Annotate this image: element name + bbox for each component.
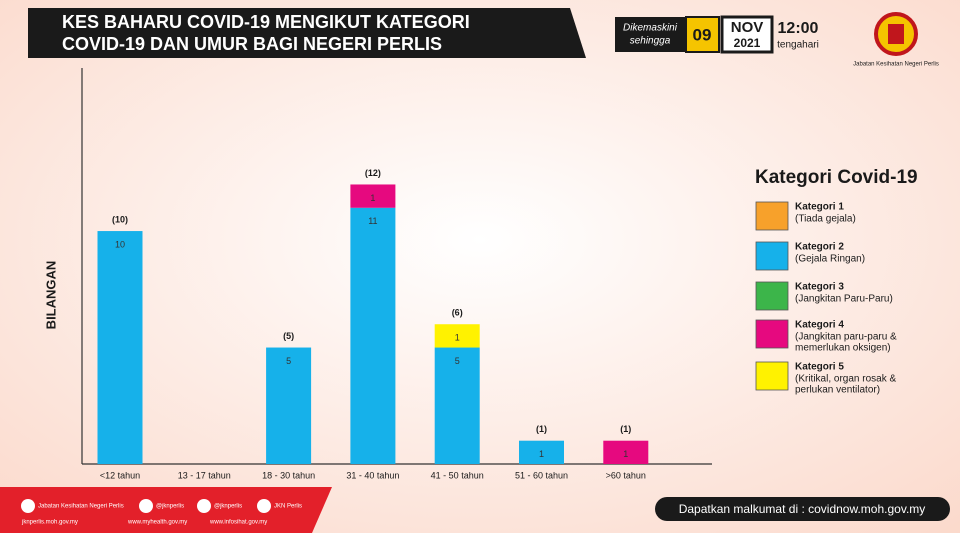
- day: 09: [693, 25, 712, 44]
- social-handle: JKN Perlis: [274, 504, 302, 510]
- legend-description: (Gejala Ringan): [795, 254, 865, 265]
- legend-title: Kategori Covid-19: [755, 167, 918, 188]
- total-label: (6): [452, 308, 463, 318]
- time-note: tengahari: [777, 40, 819, 51]
- legend-swatch: [755, 241, 789, 271]
- updated-text: Dikemaskini: [623, 23, 678, 34]
- footer-banner: [0, 487, 332, 533]
- total-label: (5): [283, 331, 294, 341]
- logo-text: Jabatan Kesihatan Negeri Perlis: [853, 62, 939, 68]
- logo-shield: [888, 24, 904, 44]
- updated-text: sehingga: [630, 36, 671, 47]
- legend-swatch: [755, 319, 789, 349]
- year: 2021: [734, 36, 761, 50]
- month-box: [720, 15, 774, 54]
- x-tick-label: 31 - 40 tahun: [346, 470, 399, 480]
- total-label: (12): [365, 168, 381, 178]
- x-tick-label: 51 - 60 tahun: [515, 470, 568, 480]
- info-text: Dapatkan malkumat di : covidnow.moh.gov.…: [679, 502, 926, 516]
- legend-label: Kategori 2: [795, 242, 844, 253]
- x-tick-label: >60 tahun: [606, 470, 646, 480]
- bar-segment: [97, 231, 143, 464]
- social-handle: @jknperlis: [214, 504, 242, 510]
- footer-url: www.myhealth.gov.my: [127, 520, 187, 526]
- legend-description: (Kritikal, organ rosak &: [795, 374, 896, 385]
- bar-segment: [603, 440, 649, 464]
- total-label: (1): [620, 424, 631, 434]
- info-pill: [655, 497, 950, 521]
- bar-segment: [519, 440, 564, 464]
- segment-label: 1: [370, 193, 375, 203]
- social-icon: [21, 499, 35, 513]
- segment-label: 5: [286, 356, 291, 366]
- legend-label: Kategori 3: [795, 282, 844, 293]
- title: COVID-19 DAN UMUR BAGI NEGERI PERLIS: [62, 34, 442, 54]
- segment-label: 10: [115, 239, 125, 249]
- legend-description: perlukan ventilator): [795, 385, 880, 396]
- month: NOV: [731, 19, 764, 36]
- legend-description: (Jangkitan paru-paru &: [795, 332, 897, 343]
- footer-url: jknperlis.moh.gov.my: [21, 520, 78, 526]
- total-label: (10): [112, 214, 128, 224]
- title: KES BAHARU COVID-19 MENGIKUT KATEGORI: [62, 12, 470, 32]
- legend-label: Kategori 1: [795, 202, 844, 213]
- bar-segment: [266, 347, 312, 464]
- time: 12:00: [778, 20, 819, 37]
- segment-label: 1: [455, 333, 460, 343]
- x-tick-label: 41 - 50 tahun: [431, 470, 484, 480]
- total-label: (1): [536, 424, 547, 434]
- social-icon: [257, 499, 271, 513]
- x-tick-label: <12 tahun: [100, 470, 140, 480]
- title-banner: [28, 8, 586, 58]
- social-handle: @jknperlis: [156, 504, 184, 510]
- social-icon: [197, 499, 211, 513]
- segment-label: 11: [368, 216, 377, 226]
- footer-url: www.infosihat.gov.my: [209, 520, 267, 526]
- bar-segment: [350, 207, 396, 464]
- legend-label: Kategori 5: [795, 362, 844, 373]
- legend-description: (Jangkitan Paru-Paru): [795, 294, 893, 305]
- legend-description: (Tiada gejala): [795, 214, 856, 225]
- y-axis-label: BILANGAN: [43, 261, 58, 330]
- social-icon: [139, 499, 153, 513]
- bar-segment: [350, 184, 396, 208]
- update-box: [615, 17, 685, 52]
- legend-swatch: [755, 281, 789, 311]
- segment-label: 1: [539, 449, 544, 459]
- legend-description: memerlukan oksigen): [795, 343, 891, 354]
- day-box: [685, 16, 720, 53]
- x-tick-label: 18 - 30 tahun: [262, 470, 315, 480]
- bar-segment: [434, 324, 480, 348]
- bar-segment: [434, 347, 480, 464]
- legend-swatch: [755, 361, 789, 391]
- segment-label: 5: [455, 356, 460, 366]
- legend-label: Kategori 4: [795, 320, 844, 331]
- x-tick-label: 13 - 17 tahun: [178, 470, 231, 480]
- segment-label: 1: [623, 449, 628, 459]
- legend-swatch: [755, 201, 789, 231]
- social-handle: Jabatan Kesihatan Negeri Perlis: [38, 504, 124, 510]
